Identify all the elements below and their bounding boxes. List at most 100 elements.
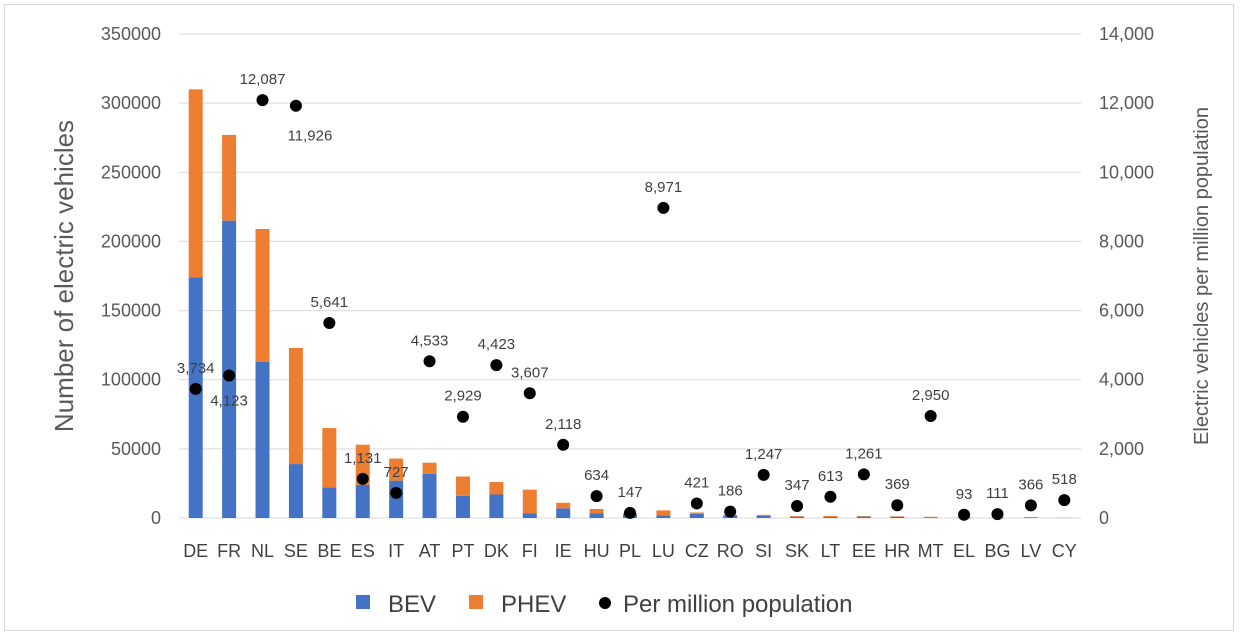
point (557, 438, 570, 451)
y-tick-label: 200000 (101, 231, 161, 251)
point (289, 99, 302, 112)
bar-bev (756, 515, 771, 518)
data-label: 727 (384, 464, 409, 481)
category-label: FI (522, 541, 538, 561)
bar-phev (522, 489, 537, 514)
point (523, 387, 536, 400)
point (423, 355, 436, 368)
legend: BEV PHEV Per million population (356, 591, 852, 618)
point (390, 486, 403, 499)
point (857, 468, 870, 481)
bar-bev (1023, 517, 1038, 518)
point (323, 316, 336, 329)
electric-vehicles-chart: 0 50000 100000 150000 200000 250000 300000 3500… (49, 24, 1213, 618)
y-tick-label: 250000 (101, 162, 161, 182)
y2-axis-title: Electric vehicles per million population (1191, 107, 1213, 445)
data-label: 3,607 (511, 364, 549, 381)
bar-bev (288, 464, 303, 518)
category-label: BE (317, 541, 341, 561)
y2-tick-label: 10,000 (1099, 162, 1154, 182)
point (724, 505, 737, 518)
bar-bev (556, 508, 571, 518)
category-label: HR (884, 541, 910, 561)
category-label: FR (217, 541, 241, 561)
y-axis-title: Number of electric vehicles (49, 120, 79, 432)
data-label: 1,247 (745, 446, 783, 463)
bar-bev (489, 494, 504, 518)
category-label: DE (183, 541, 208, 561)
y-tick-label: 50000 (111, 439, 161, 459)
point (757, 468, 770, 481)
data-label: 4,123 (210, 392, 248, 409)
data-label: 12,087 (240, 71, 286, 88)
y-tick-label: 100000 (101, 370, 161, 390)
category-label: EL (953, 541, 975, 561)
data-label: 8,971 (645, 179, 683, 196)
data-label: 1,131 (344, 450, 382, 467)
bar-phev (255, 228, 270, 362)
bar-phev (288, 347, 303, 465)
bar-phev (756, 514, 771, 516)
y2-tick-label: 4,000 (1099, 370, 1144, 390)
bar-bev (823, 516, 838, 518)
data-label: 369 (885, 476, 910, 493)
category-labels: DE FR NL SE BE ES IT AT PT DK FI IE HU PL LU CZ RO SI SK LT… (183, 541, 1077, 561)
category-label: BG (984, 541, 1010, 561)
bar-phev (222, 134, 237, 221)
data-label: 3,734 (177, 360, 215, 377)
data-label: 1,261 (845, 445, 883, 462)
point (223, 369, 236, 382)
data-label: 2,929 (444, 388, 482, 405)
data-label: 613 (818, 468, 843, 485)
point (590, 490, 603, 503)
category-label: DK (484, 541, 509, 561)
bar-phev (322, 428, 337, 488)
category-label: MT (918, 541, 944, 561)
data-label: 2,118 (545, 416, 581, 433)
y2-tick-label: 0 (1099, 508, 1109, 528)
bar-bev (422, 473, 437, 518)
bar-bev (322, 487, 337, 518)
category-label: PL (619, 541, 641, 561)
bar-bev (589, 513, 604, 518)
bar-phev (389, 458, 404, 481)
point (791, 500, 804, 513)
bar-phev (188, 89, 203, 278)
category-label: PT (451, 541, 474, 561)
bar-bev (455, 495, 470, 518)
data-label: 147 (617, 484, 642, 501)
chart-frame: 0 50000 100000 150000 200000 250000 300000 3500… (4, 4, 1234, 631)
category-label: EE (852, 541, 876, 561)
bar-bev (522, 513, 537, 518)
legend-label-per-million: Per million population (623, 591, 852, 618)
points (189, 94, 1071, 521)
bar-phev (556, 502, 571, 509)
y2-tick-label: 8,000 (1099, 231, 1144, 251)
point (958, 508, 971, 521)
data-label: 2,950 (912, 387, 950, 404)
y2-tick-label: 14,000 (1099, 24, 1154, 44)
category-label: AT (419, 541, 441, 561)
bar-bev (856, 516, 871, 518)
bar-bev (355, 484, 370, 518)
category-label: SE (284, 541, 308, 561)
legend-swatch-bev (356, 595, 370, 609)
category-label: CZ (685, 541, 709, 561)
point (456, 410, 469, 423)
point (189, 382, 202, 395)
point (1024, 499, 1037, 512)
bar-bev (389, 480, 404, 518)
category-label: SI (755, 541, 772, 561)
bar-phev (856, 516, 871, 517)
bar-phev (422, 462, 437, 474)
category-label: ES (351, 541, 375, 561)
data-label: 347 (785, 477, 810, 494)
bar-phev (923, 516, 938, 518)
y-tick-label: 0 (151, 508, 161, 528)
point (490, 359, 503, 372)
bars (188, 89, 1072, 518)
bar-bev (188, 277, 203, 518)
data-label: 186 (718, 483, 743, 500)
category-label: RO (717, 541, 744, 561)
